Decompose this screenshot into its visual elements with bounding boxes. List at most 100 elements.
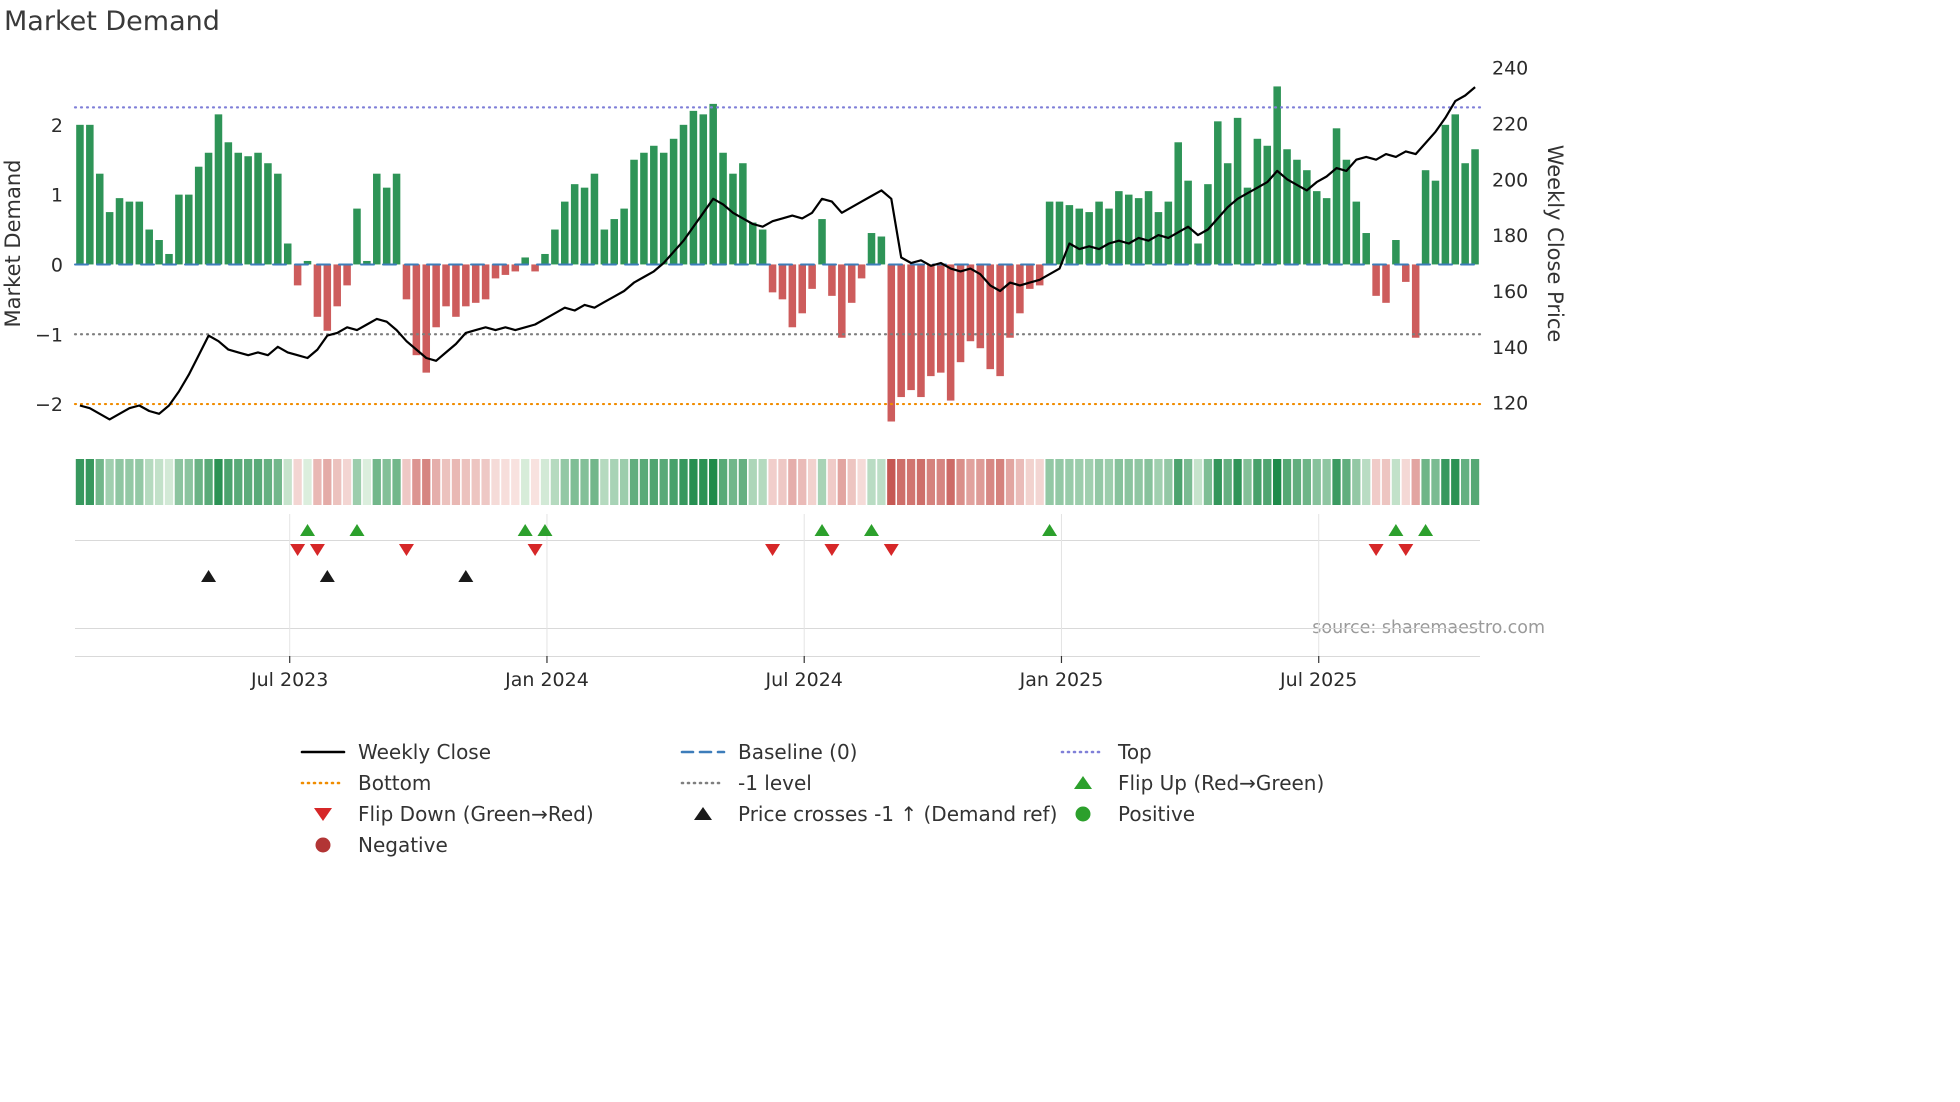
demand-bar-positive: [867, 233, 876, 265]
demand-bar-negative: [828, 264, 836, 296]
demand-bar-positive: [610, 219, 618, 265]
heatmap-cell: [333, 459, 342, 505]
heatmap-cell: [669, 459, 678, 505]
demand-bar-negative: [333, 264, 341, 307]
demand-bar-positive: [1362, 233, 1370, 265]
demand-bar-positive: [1105, 208, 1113, 265]
right-axis-tick: 160: [1492, 281, 1528, 303]
heatmap-cell: [1065, 459, 1074, 505]
flip-up-markers: [300, 524, 1434, 536]
demand-bar-positive: [590, 173, 599, 265]
heatmap-cell: [906, 459, 916, 505]
demand-bar-positive: [1233, 117, 1242, 265]
heatmap-cell: [1451, 459, 1460, 505]
heatmap-cell: [1431, 459, 1440, 505]
demand-bar-positive: [1194, 243, 1202, 265]
demand-bar-positive: [1421, 170, 1430, 265]
heatmap-cell: [342, 459, 352, 505]
demand-bar-positive: [1342, 159, 1351, 265]
legend-swatch-line-dashed: [680, 750, 726, 753]
heatmap-cell: [1124, 459, 1133, 505]
demand-bar-positive: [224, 142, 233, 265]
heatmap-cell: [105, 459, 114, 505]
demand-bar-positive: [1085, 212, 1093, 265]
demand-bar-positive: [1164, 201, 1173, 265]
heatmap-cell: [362, 459, 372, 505]
reference-lines: [73, 106, 1482, 406]
left-axis-title: Market Demand: [1, 160, 25, 328]
right-axis-tick: 120: [1492, 393, 1528, 415]
demand-bar-positive: [194, 166, 203, 265]
heatmap-cell: [1183, 459, 1193, 505]
page-title: Market Demand: [4, 6, 220, 37]
legend-dot-icon: [315, 837, 331, 852]
price-cross-marker: [319, 570, 335, 582]
demand-bar-positive: [1144, 191, 1153, 265]
demand-bar-positive: [1095, 201, 1103, 265]
demand-bar-positive: [1461, 163, 1469, 265]
legend-swatch-line-solid: [300, 750, 346, 753]
heatmap-cell: [807, 459, 817, 505]
demand-bar-positive: [382, 187, 391, 265]
heatmap-cell: [600, 459, 609, 505]
demand-bar-positive: [1045, 201, 1054, 265]
flip-up-marker: [300, 524, 316, 536]
demand-bar-negative: [293, 264, 302, 286]
demand-bar-negative: [887, 264, 896, 422]
heatmap-cell: [867, 459, 876, 505]
heatmap-cell: [699, 459, 708, 505]
flip-up-marker: [814, 524, 830, 536]
demand-bar-positive: [1243, 187, 1252, 265]
heatmap-cell: [936, 459, 945, 505]
demand-bar-positive: [175, 194, 183, 265]
axes: −2 −1 0 1 2 120 140 160 180 200 220 240 Market Deman…: [1, 58, 1567, 691]
demand-bar-positive: [1273, 86, 1281, 265]
demand-bar-negative: [857, 264, 866, 279]
right-axis-tick: 200: [1492, 169, 1528, 191]
heatmap-cell: [827, 459, 837, 505]
flip-up-marker: [349, 524, 365, 536]
heatmap-cell: [511, 459, 520, 505]
heatmap-cell: [748, 459, 757, 505]
heatmap-cell: [916, 459, 926, 505]
heatmap-cell: [1203, 459, 1213, 505]
demand-bar-positive: [95, 173, 104, 265]
heatmap-cell: [639, 459, 649, 505]
heatmap-cell: [471, 459, 480, 505]
demand-bar-negative: [432, 264, 440, 328]
heatmap-cell: [1312, 459, 1321, 505]
heatmap-cell: [382, 459, 391, 505]
demand-bar-positive: [1174, 142, 1182, 265]
legend-label: Top: [1118, 739, 1152, 764]
demand-bar-negative: [996, 264, 1004, 377]
demand-bar-negative: [452, 264, 460, 317]
legend-swatch-line-dotted: [1060, 750, 1106, 753]
demand-bar-positive: [620, 208, 628, 265]
flip-down-marker: [1368, 544, 1384, 556]
demand-bar-positive: [1204, 184, 1212, 265]
heatmap-cell: [234, 459, 243, 505]
demand-bar-positive: [115, 198, 124, 265]
left-axis-tick: 2: [51, 115, 63, 137]
demand-bar-positive: [630, 159, 638, 265]
heatmap-cell: [1362, 459, 1371, 505]
demand-bar-positive: [1075, 208, 1084, 265]
chart-legend: Weekly Close Baseline (0) Top Bottom -1 leve…: [300, 736, 1480, 860]
demand-bar-positive: [1263, 145, 1272, 265]
x-axis-tick-label: Jul 2025: [1279, 669, 1357, 691]
demand-bar-negative: [1411, 264, 1420, 338]
heatmap-cell: [194, 459, 203, 505]
demand-bar-positive: [739, 163, 747, 265]
demand-bar-negative: [1006, 264, 1014, 338]
heatmap-cell: [1144, 459, 1153, 505]
x-axis-tick-label: Jan 2025: [1019, 669, 1104, 691]
heatmap-cell: [689, 459, 698, 505]
legend-swatch-triangle-up: [1074, 775, 1092, 789]
demand-bar-positive: [155, 240, 163, 265]
demand-bar-negative: [471, 264, 480, 303]
demand-bar-positive: [185, 194, 193, 265]
legend-item: Positive: [1060, 802, 1480, 826]
demand-bar-positive: [1065, 205, 1074, 265]
demand-bar-positive: [1431, 180, 1440, 265]
legend-label: Negative: [358, 832, 448, 857]
